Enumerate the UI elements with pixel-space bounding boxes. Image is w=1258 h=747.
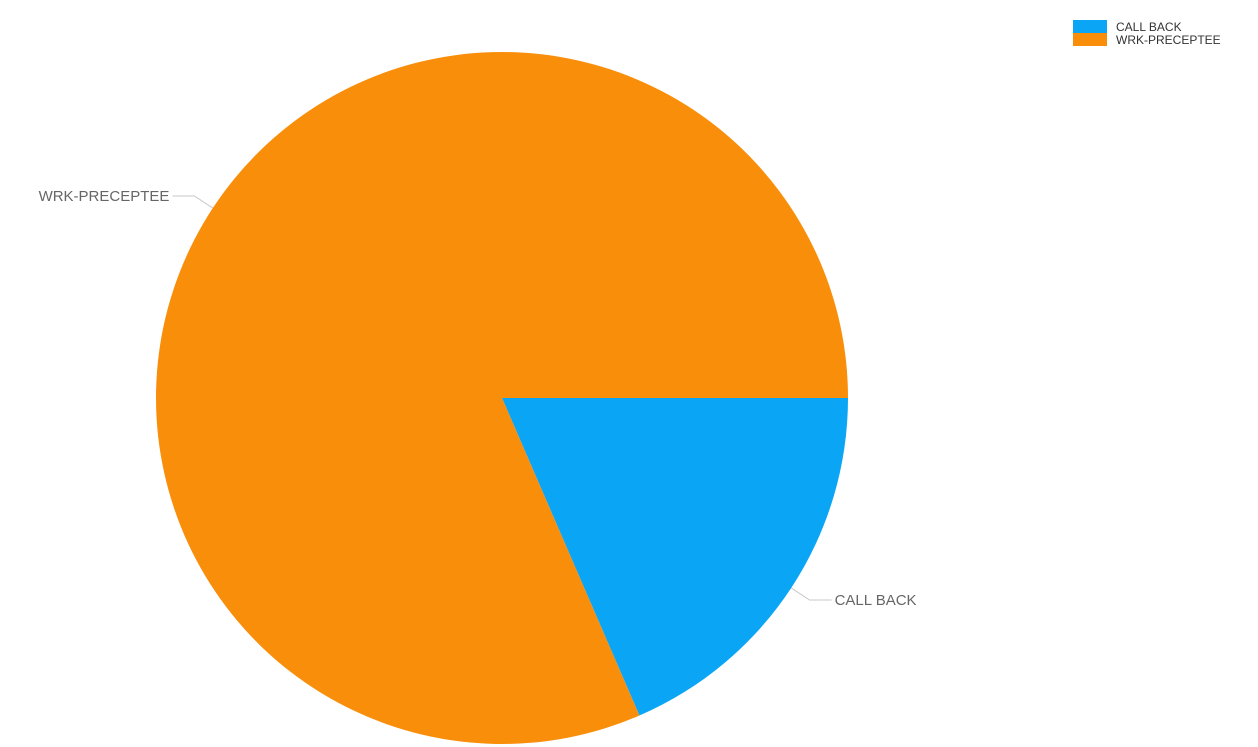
slice-label-wrk-preceptee: WRK-PRECEPTEE — [39, 188, 170, 205]
leader-line-wrk-preceptee — [172, 196, 212, 208]
legend-label-wrk-preceptee[interactable]: WRK-PRECEPTEE — [1116, 33, 1221, 47]
slice-label-call-back: CALL BACK — [835, 592, 917, 609]
legend-swatch-wrk-preceptee[interactable] — [1073, 33, 1107, 46]
pie-slices — [156, 52, 848, 744]
legend-swatch-call-back[interactable] — [1073, 20, 1107, 33]
legend-label-call-back[interactable]: CALL BACK — [1116, 20, 1182, 34]
leader-line-call-back — [791, 588, 831, 600]
